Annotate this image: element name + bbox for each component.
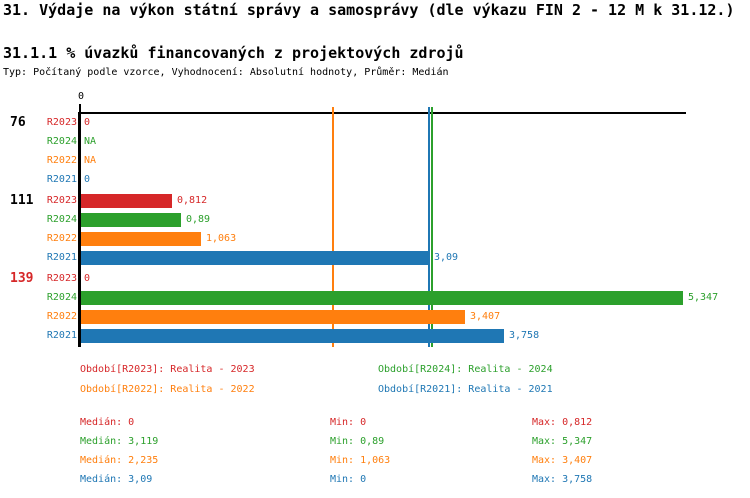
stat-median-r2024: Medián: 3,119 bbox=[80, 436, 159, 447]
series-row-label: R2021 bbox=[46, 252, 77, 263]
bar-value-label: NA bbox=[84, 136, 97, 147]
page-title: 31. Výdaje na výkon státní správy a samo… bbox=[3, 1, 735, 19]
bar-value-label: 5,347 bbox=[688, 292, 719, 303]
median-line-r2022 bbox=[332, 107, 334, 347]
bar-value-label: 0 bbox=[84, 273, 91, 284]
legend-item-r2024: Období[R2024]: Realita - 2024 bbox=[378, 364, 553, 375]
legend-item-r2021: Období[R2021]: Realita - 2021 bbox=[378, 384, 553, 395]
stat-max-r2021: Max: 3,758 bbox=[532, 474, 593, 485]
stat-median-r2022: Medián: 2,235 bbox=[80, 455, 159, 466]
stat-min-r2024: Min: 0,89 bbox=[330, 436, 385, 447]
bar bbox=[81, 194, 172, 208]
group-label: 76 bbox=[10, 115, 26, 130]
series-row-label: R2022 bbox=[46, 311, 77, 322]
indicator-subtitle: 31.1.1 % úvazků financovaných z projekto… bbox=[3, 44, 464, 62]
median-line-r2021 bbox=[428, 107, 430, 347]
group-label: 139 bbox=[10, 271, 34, 286]
bar bbox=[81, 329, 504, 343]
bar bbox=[81, 291, 683, 305]
stat-median-r2023: Medián: 0 bbox=[80, 417, 135, 428]
stat-min-r2023: Min: 0 bbox=[330, 417, 367, 428]
series-row-label: R2021 bbox=[46, 330, 77, 341]
bar-value-label: 1,063 bbox=[206, 233, 237, 244]
series-row-label: R2023 bbox=[46, 117, 77, 128]
median-line-r2024 bbox=[431, 107, 433, 347]
stat-max-r2022: Max: 3,407 bbox=[532, 455, 593, 466]
bar-value-label: 0 bbox=[84, 117, 91, 128]
bar-value-label: NA bbox=[84, 155, 97, 166]
y-axis-line bbox=[78, 112, 81, 347]
bar-value-label: 3,758 bbox=[509, 330, 540, 341]
stat-min-r2021: Min: 0 bbox=[330, 474, 367, 485]
series-row-label: R2024 bbox=[46, 292, 77, 303]
stat-min-r2022: Min: 1,063 bbox=[330, 455, 391, 466]
x-axis-line bbox=[78, 112, 686, 114]
bar bbox=[81, 310, 465, 324]
axis-tick-label: 0 bbox=[77, 91, 85, 102]
bar-value-label: 0,812 bbox=[177, 195, 208, 206]
series-row-label: R2024 bbox=[46, 136, 77, 147]
series-row-label: R2021 bbox=[46, 174, 77, 185]
bar-value-label: 3,407 bbox=[470, 311, 501, 322]
series-row-label: R2023 bbox=[46, 195, 77, 206]
legend-item-r2022: Období[R2022]: Realita - 2022 bbox=[80, 384, 255, 395]
stat-max-r2023: Max: 0,812 bbox=[532, 417, 593, 428]
bar bbox=[81, 232, 201, 246]
group-label: 111 bbox=[10, 193, 34, 208]
bar-value-label: 3,09 bbox=[434, 252, 459, 263]
bar-value-label: 0 bbox=[84, 174, 91, 185]
stat-max-r2024: Max: 5,347 bbox=[532, 436, 593, 447]
series-row-label: R2022 bbox=[46, 233, 77, 244]
axis-tick-mark bbox=[79, 104, 81, 112]
legend-item-r2023: Období[R2023]: Realita - 2023 bbox=[80, 364, 255, 375]
bar bbox=[81, 213, 181, 227]
series-row-label: R2023 bbox=[46, 273, 77, 284]
bar bbox=[81, 251, 429, 265]
series-row-label: R2024 bbox=[46, 214, 77, 225]
stat-median-r2021: Medián: 3,09 bbox=[80, 474, 153, 485]
series-row-label: R2022 bbox=[46, 155, 77, 166]
bar-value-label: 0,89 bbox=[186, 214, 211, 225]
indicator-meta: Typ: Počítaný podle vzorce, Vyhodnocení:… bbox=[3, 67, 449, 78]
